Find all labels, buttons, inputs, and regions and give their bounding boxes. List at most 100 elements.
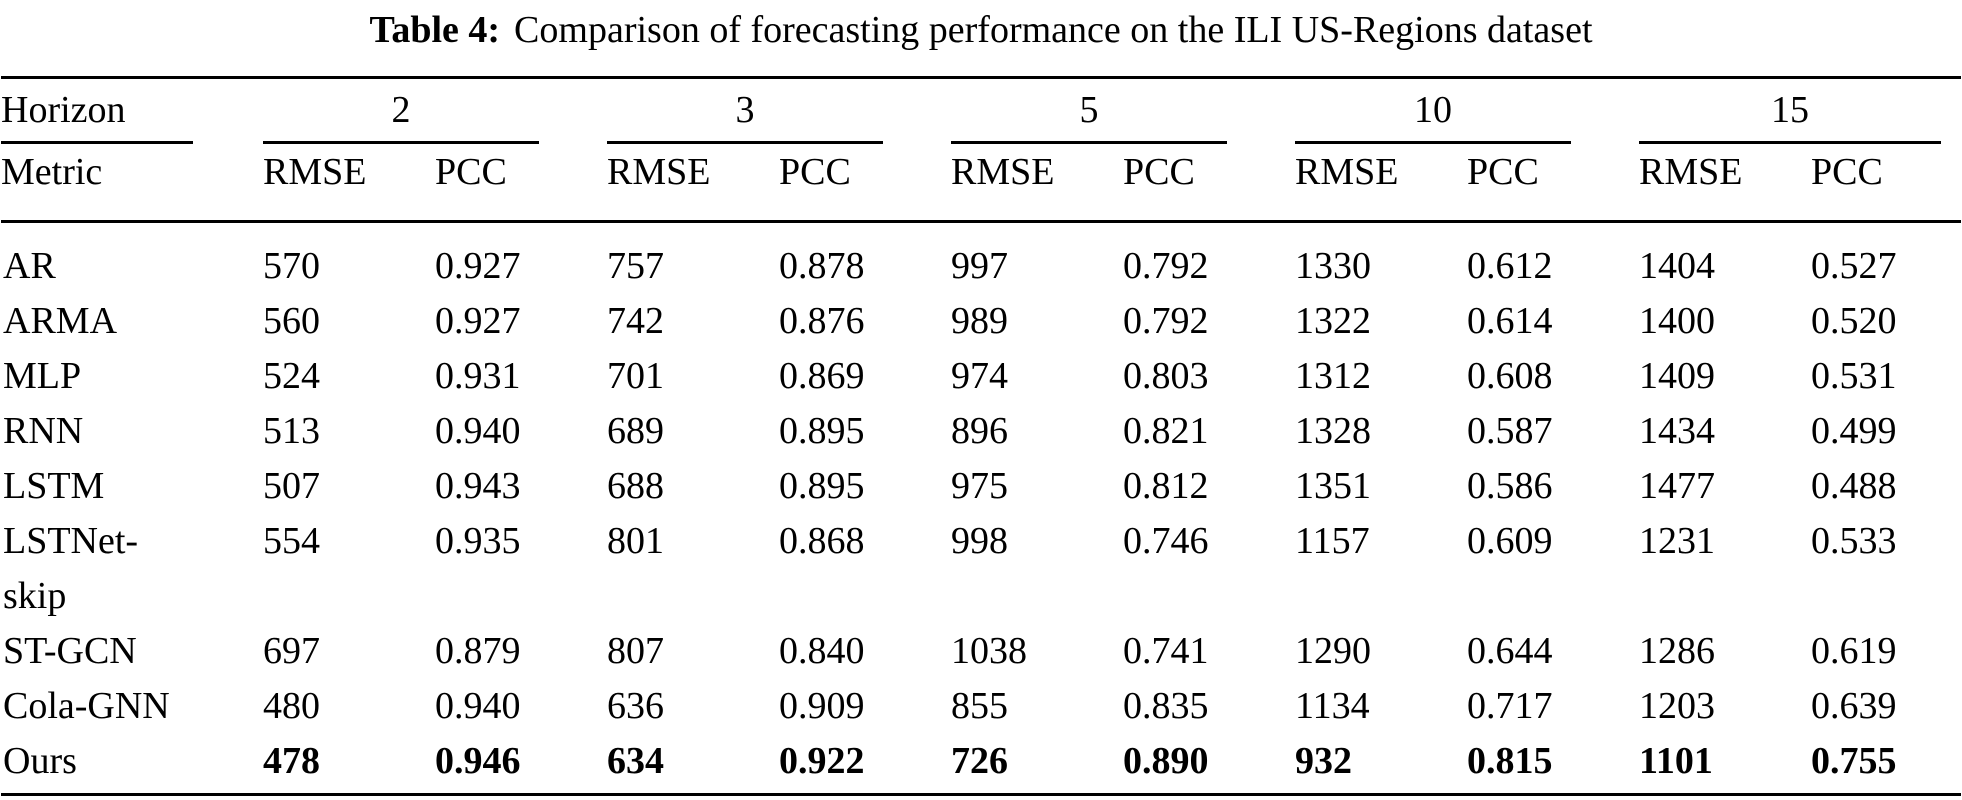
metric-value: 0.531 [1811, 355, 1897, 397]
horizon-group-10: 10 [1295, 78, 1639, 144]
horizon-group-label: 3 [607, 87, 883, 144]
metric-value: 570 [263, 245, 320, 287]
table-row-ours: Ours 478 0.946 634 0.922 726 0.890 932 0… [1, 734, 1961, 795]
metric-value: 855 [951, 685, 1008, 727]
model-name: Ours [3, 740, 77, 782]
metric-value: 0.940 [435, 685, 521, 727]
metric-value: 997 [951, 245, 1008, 287]
col-header-pcc: PCC [435, 144, 607, 223]
metric-value: 0.755 [1811, 740, 1897, 782]
metric-value: 688 [607, 465, 664, 507]
horizon-group-label: 15 [1639, 87, 1941, 144]
metric-value: 0.927 [435, 245, 521, 287]
metric-value: 0.812 [1123, 465, 1209, 507]
metric-value: 507 [263, 465, 320, 507]
metric-value: 0.815 [1467, 740, 1553, 782]
model-name: RNN [3, 410, 84, 452]
table-row: LSTM 507 0.943 688 0.895 975 0.812 1351 … [1, 459, 1961, 514]
results-table: Horizon 2 3 5 10 15 Metric RMSE PCC RMSE… [1, 76, 1961, 796]
metric-value: 896 [951, 410, 1008, 452]
horizon-group-label: 10 [1295, 87, 1571, 144]
metric-value: 1290 [1295, 630, 1371, 672]
metric-value: 0.940 [435, 410, 521, 452]
col-header-rmse: RMSE [607, 144, 779, 223]
metric-value: 932 [1295, 740, 1352, 782]
table-row: Cola-GNN 480 0.940 636 0.909 855 0.835 1… [1, 679, 1961, 734]
metric-value: 0.741 [1123, 630, 1209, 672]
metric-value: 0.792 [1123, 300, 1209, 342]
horizon-group-label: 5 [951, 87, 1227, 144]
metric-value: 742 [607, 300, 664, 342]
metric-value: 0.746 [1123, 520, 1209, 562]
model-name: ARMA [3, 300, 118, 342]
metric-value: 701 [607, 355, 664, 397]
metric-value: 560 [263, 300, 320, 342]
col-header-pcc: PCC [1123, 144, 1295, 223]
metric-value: 0.943 [435, 465, 521, 507]
table-caption: Table 4: Comparison of forecasting perfor… [0, 0, 1962, 76]
metric-value: 0.717 [1467, 685, 1553, 727]
metric-value: 1477 [1639, 465, 1715, 507]
metric-value: 0.895 [779, 465, 865, 507]
metric-value: 1322 [1295, 300, 1371, 342]
metric-value: 0.835 [1123, 685, 1209, 727]
metric-value: 0.878 [779, 245, 865, 287]
metric-value: 1312 [1295, 355, 1371, 397]
metric-value: 0.931 [435, 355, 521, 397]
metric-value: 1328 [1295, 410, 1371, 452]
metric-value: 0.527 [1811, 245, 1897, 287]
metric-value: 0.890 [1123, 740, 1209, 782]
metric-value: 1400 [1639, 300, 1715, 342]
metric-value: 480 [263, 685, 320, 727]
metric-value: 989 [951, 300, 1008, 342]
metric-value: 1157 [1295, 520, 1370, 562]
metric-label: Metric [1, 144, 263, 223]
table-row: LSTNet-skip 554 0.935 801 0.868 998 0.74… [1, 514, 1961, 624]
col-header-rmse: RMSE [951, 144, 1123, 223]
metric-value: 974 [951, 355, 1008, 397]
model-name: AR [3, 245, 56, 287]
horizon-group-2: 2 [263, 78, 607, 144]
metric-value: 1404 [1639, 245, 1715, 287]
metric-value: 0.879 [435, 630, 521, 672]
table-row: ARMA 560 0.927 742 0.876 989 0.792 1322 … [1, 294, 1961, 349]
metric-value: 1286 [1639, 630, 1715, 672]
metric-value: 0.639 [1811, 685, 1897, 727]
metric-value: 0.840 [779, 630, 865, 672]
metric-value: 0.922 [779, 740, 865, 782]
metric-value: 0.946 [435, 740, 521, 782]
col-header-pcc: PCC [1811, 144, 1961, 223]
metric-value: 0.868 [779, 520, 865, 562]
metric-value: 0.803 [1123, 355, 1209, 397]
model-name: LSTM [3, 465, 105, 507]
metric-value: 1409 [1639, 355, 1715, 397]
metric-value: 697 [263, 630, 320, 672]
metric-value: 0.520 [1811, 300, 1897, 342]
metric-value: 1231 [1639, 520, 1715, 562]
metric-value: 554 [263, 520, 320, 562]
col-header-rmse: RMSE [1639, 144, 1811, 223]
table-caption-text: Comparison of forecasting performance on… [514, 9, 1593, 51]
metric-value: 1330 [1295, 245, 1371, 287]
metric-value: 513 [263, 410, 320, 452]
metric-value: 478 [263, 740, 320, 782]
metric-value: 807 [607, 630, 664, 672]
metric-value: 0.619 [1811, 630, 1897, 672]
metric-header-row: Metric RMSE PCC RMSE PCC RMSE PCC RMSE P… [1, 144, 1961, 223]
model-name: Cola-GNN [3, 685, 170, 727]
metric-value: 0.499 [1811, 410, 1897, 452]
metric-value: 0.612 [1467, 245, 1553, 287]
metric-value: 636 [607, 685, 664, 727]
horizon-group-5: 5 [951, 78, 1295, 144]
col-header-rmse: RMSE [1295, 144, 1467, 223]
metric-value: 0.909 [779, 685, 865, 727]
metric-value: 0.614 [1467, 300, 1553, 342]
horizon-header-row: Horizon 2 3 5 10 15 [1, 78, 1961, 144]
horizon-group-3: 3 [607, 78, 951, 144]
metric-value: 1101 [1639, 740, 1713, 782]
metric-value: 634 [607, 740, 664, 782]
table-caption-number: Table 4: [369, 9, 501, 51]
col-header-pcc: PCC [779, 144, 951, 223]
metric-value: 1134 [1295, 685, 1370, 727]
metric-value: 0.876 [779, 300, 865, 342]
